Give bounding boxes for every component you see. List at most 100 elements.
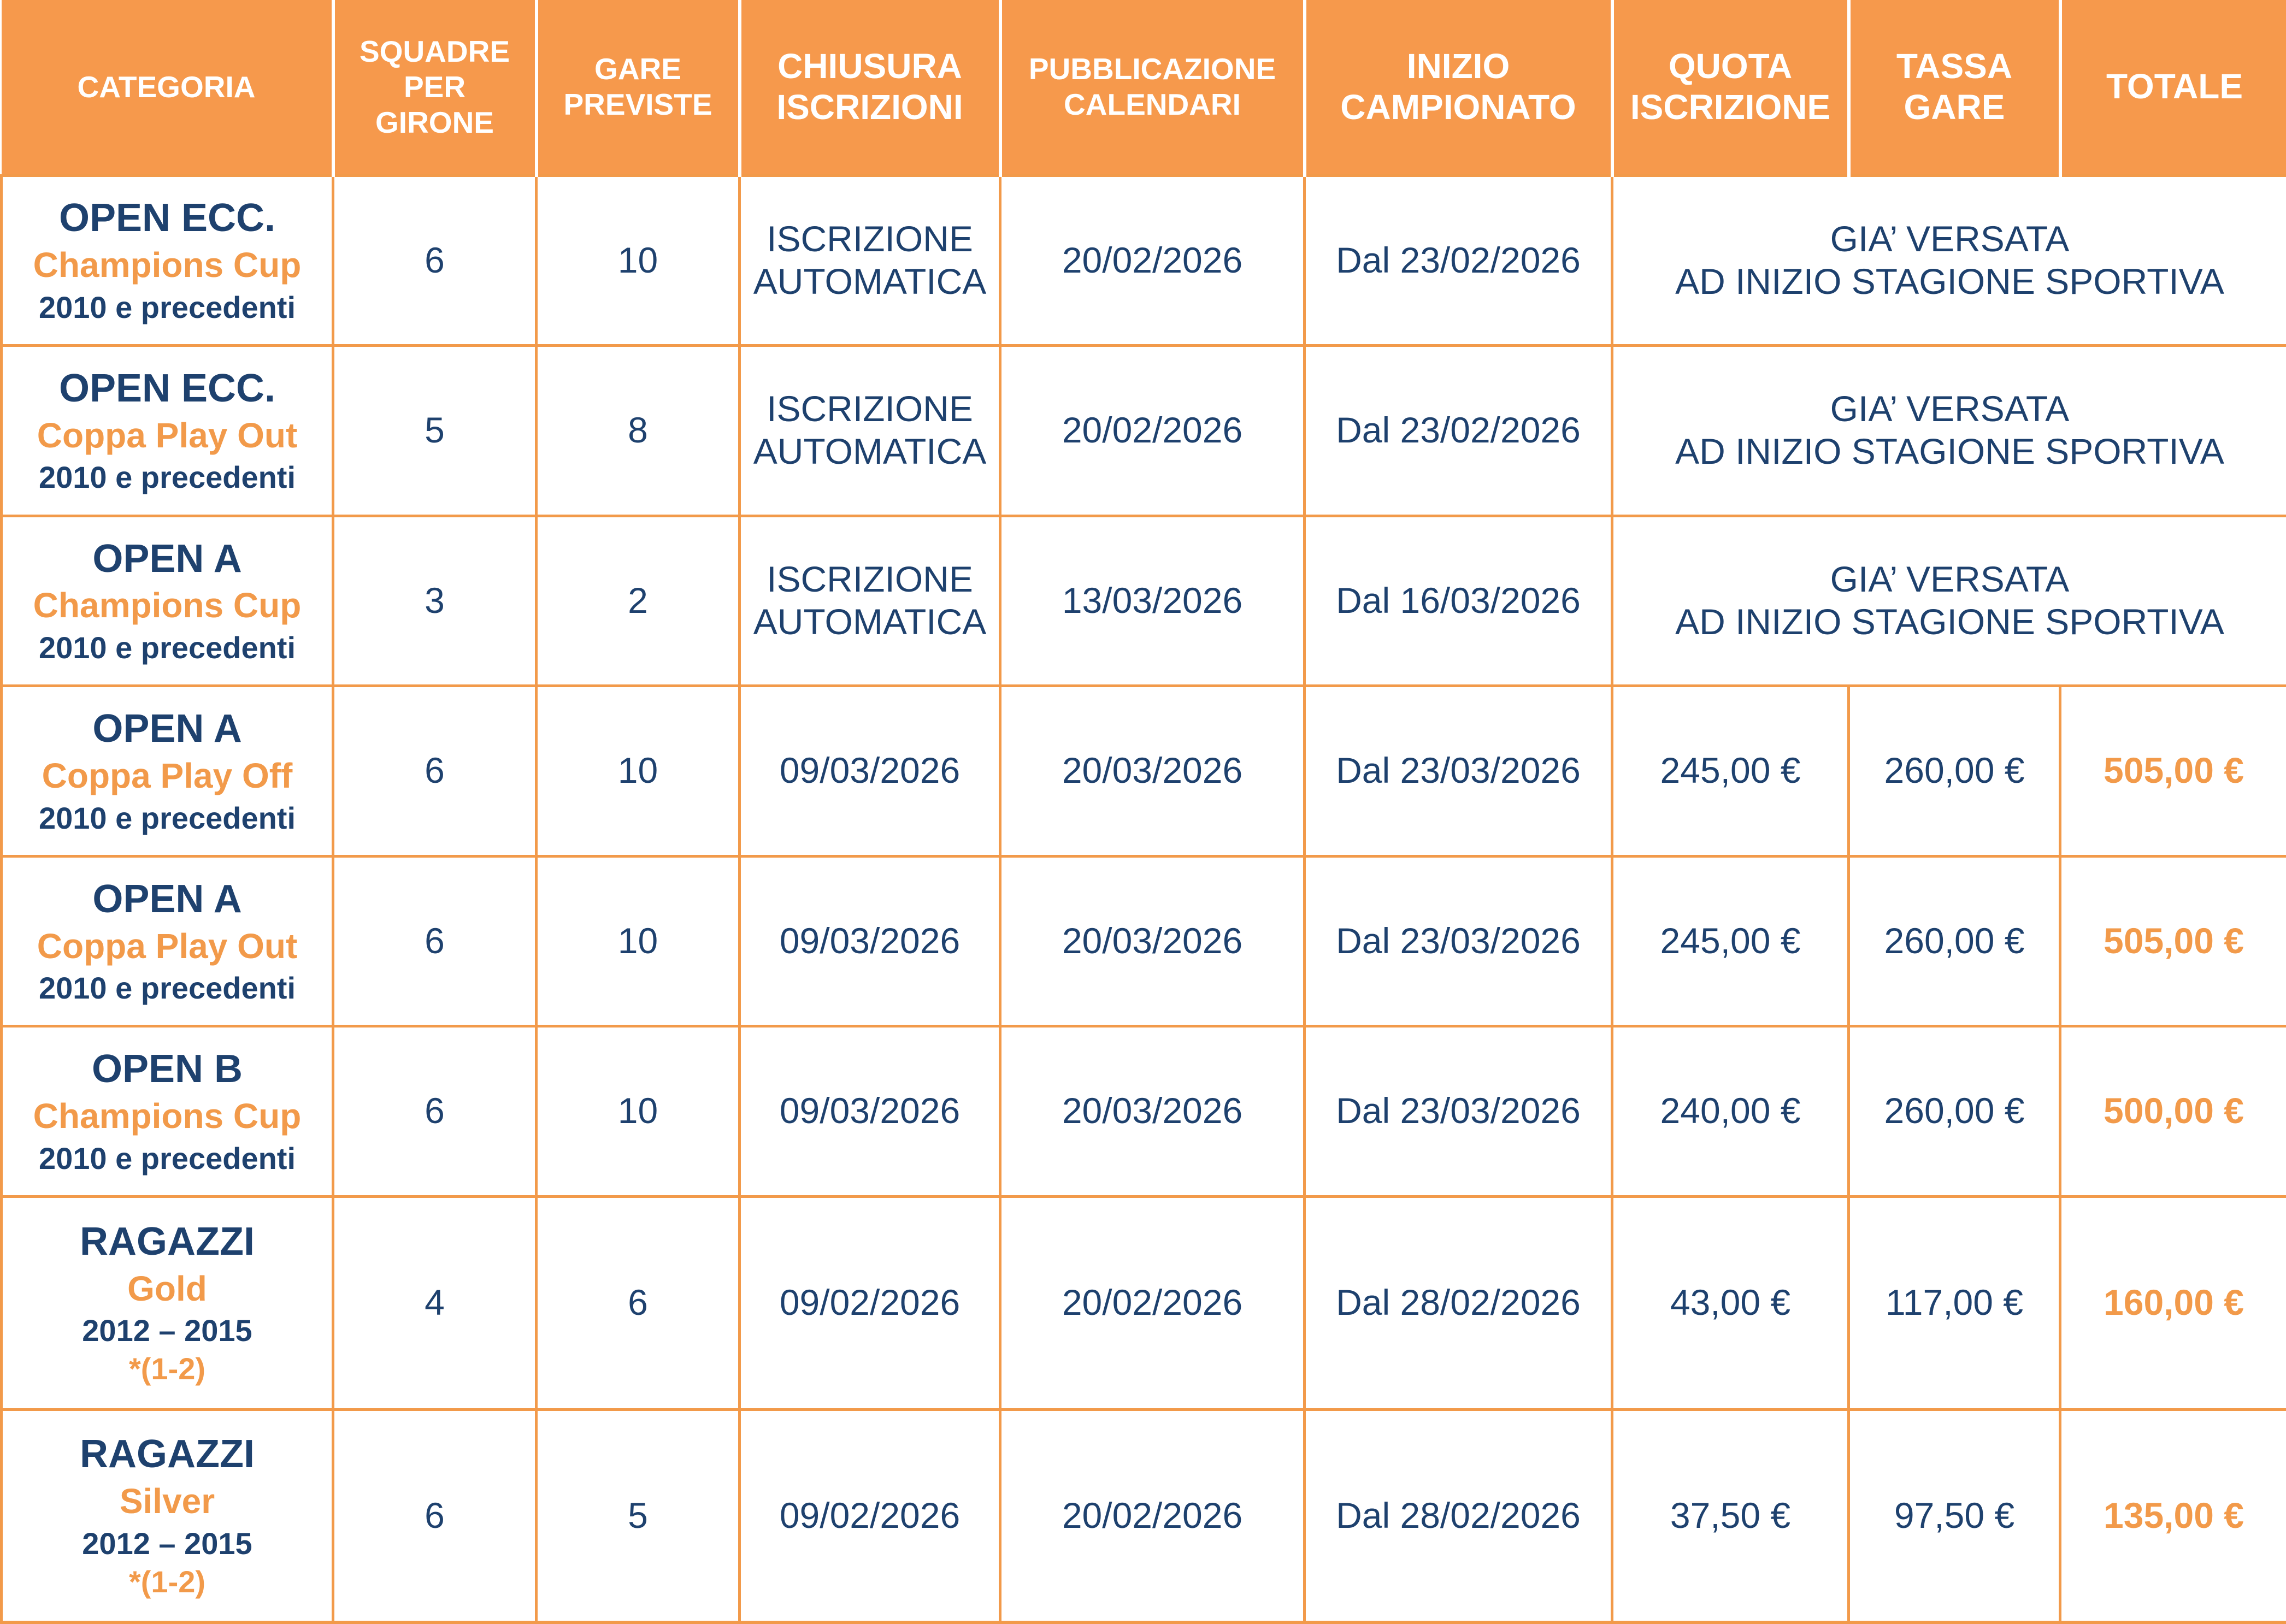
chiusura-cell: 09/03/2026 — [738, 854, 1001, 1028]
tassa-cell: 260,00 € — [1847, 1025, 2061, 1198]
chiusura-cell: 09/03/2026 — [738, 1025, 1001, 1198]
squadre-cell: 6 — [332, 1025, 538, 1198]
pubblicazione-cell: 13/03/2026 — [999, 514, 1306, 688]
header-pubblicazione-calendari: PUBBLICAZIONE CALENDARI — [998, 0, 1306, 175]
table-row: RAGAZZI Silver 2012 – 2015 *(1-2) 6 5 09… — [0, 1408, 2286, 1624]
header-squadre-per-girone: SQUADRE PER GIRONE — [331, 0, 538, 175]
header-row: CATEGORIA SQUADRE PER GIRONE GARE PREVIS… — [1, 0, 2286, 175]
squadre-cell: 5 — [332, 344, 538, 517]
category-level: Gold — [127, 1268, 207, 1308]
totale-cell: 505,00 € — [2059, 854, 2286, 1028]
category-name: OPEN B — [91, 1047, 243, 1091]
category-cup: Coppa Play Out — [37, 415, 298, 455]
squadre-cell: 6 — [332, 854, 538, 1028]
header-inizio-campionato: INIZIO CAMPIONATO — [1303, 0, 1614, 175]
inizio-cell: Dal 23/03/2026 — [1303, 854, 1613, 1028]
table-row: OPEN A Champions Cup 2010 e precedenti 3… — [0, 514, 2286, 688]
category-years: 2012 – 2015 — [82, 1313, 252, 1348]
category-cell: OPEN ECC. Coppa Play Out 2010 e preceden… — [0, 344, 334, 517]
totale-cell: 160,00 € — [2059, 1195, 2286, 1411]
category-footnote: *(1-2) — [128, 1564, 206, 1599]
inizio-cell: Dal 16/03/2026 — [1303, 514, 1613, 688]
category-cell: OPEN A Coppa Play Out 2010 e precedenti — [0, 854, 334, 1028]
table-row: OPEN ECC. Coppa Play Out 2010 e preceden… — [0, 344, 2286, 517]
squadre-cell: 6 — [332, 1408, 538, 1624]
totale-cell: 135,00 € — [2059, 1408, 2286, 1624]
table-row: OPEN A Coppa Play Off 2010 e precedenti … — [0, 684, 2286, 858]
squadre-cell: 3 — [332, 514, 538, 688]
quota-cell: 245,00 € — [1611, 684, 1850, 858]
category-cell: RAGAZZI Silver 2012 – 2015 *(1-2) — [0, 1408, 334, 1624]
gare-cell: 6 — [535, 1195, 741, 1411]
category-name: RAGAZZI — [80, 1432, 255, 1477]
fee-paid-note: GIA’ VERSATA AD INIZIO STAGIONE SPORTIVA — [1611, 514, 2286, 688]
pubblicazione-cell: 20/03/2026 — [999, 684, 1306, 858]
category-cup: Coppa Play Off — [42, 755, 293, 795]
category-name: RAGAZZI — [80, 1219, 255, 1263]
category-cell: OPEN ECC. Champions Cup 2010 e precedent… — [0, 174, 334, 347]
category-name: OPEN ECC. — [58, 196, 276, 240]
category-level: Silver — [119, 1481, 215, 1521]
table-row: OPEN B Champions Cup 2010 e precedenti 6… — [0, 1025, 2286, 1198]
chiusura-cell: 09/02/2026 — [738, 1408, 1001, 1624]
category-years: 2010 e precedenti — [38, 630, 296, 665]
category-years: 2010 e precedenti — [38, 1141, 296, 1176]
category-name: OPEN A — [92, 536, 242, 581]
category-cell: OPEN A Coppa Play Off 2010 e precedenti — [0, 684, 334, 858]
inizio-cell: Dal 23/03/2026 — [1303, 1025, 1613, 1198]
gare-cell: 5 — [535, 1408, 741, 1624]
tassa-cell: 260,00 € — [1847, 854, 2061, 1028]
squadre-cell: 4 — [332, 1195, 538, 1411]
category-name: OPEN ECC. — [58, 367, 276, 410]
inizio-cell: Dal 23/02/2026 — [1303, 344, 1613, 517]
fee-paid-note: GIA’ VERSATA AD INIZIO STAGIONE SPORTIVA — [1611, 344, 2286, 517]
pubblicazione-cell: 20/02/2026 — [999, 1195, 1306, 1411]
category-name: OPEN A — [92, 877, 242, 921]
inizio-cell: Dal 23/03/2026 — [1303, 684, 1613, 858]
quota-cell: 43,00 € — [1611, 1195, 1850, 1411]
pubblicazione-cell: 20/03/2026 — [999, 854, 1306, 1028]
table-row: RAGAZZI Gold 2012 – 2015 *(1-2) 4 6 09/0… — [0, 1195, 2286, 1411]
chiusura-cell: ISCRIZIONE AUTOMATICA — [738, 514, 1001, 688]
header-gare-previste: GARE PREVISTE — [534, 0, 741, 175]
squadre-cell: 6 — [332, 684, 538, 858]
gare-cell: 10 — [535, 854, 741, 1028]
table-row: OPEN ECC. Champions Cup 2010 e precedent… — [0, 174, 2286, 347]
gare-cell: 10 — [535, 1025, 741, 1198]
header-totale: TOTALE — [2058, 0, 2286, 175]
chiusura-cell: 09/03/2026 — [738, 684, 1001, 858]
tassa-cell: 260,00 € — [1847, 684, 2061, 858]
totale-cell: 505,00 € — [2059, 684, 2286, 858]
totale-cell: 500,00 € — [2059, 1025, 2286, 1198]
chiusura-cell: 09/02/2026 — [738, 1195, 1001, 1411]
header-quota-iscrizione: QUOTA ISCRIZIONE — [1610, 0, 1851, 175]
chiusura-cell: ISCRIZIONE AUTOMATICA — [738, 174, 1001, 347]
category-cell: RAGAZZI Gold 2012 – 2015 *(1-2) — [0, 1195, 334, 1411]
category-years: 2012 – 2015 — [82, 1526, 252, 1561]
inizio-cell: Dal 28/02/2026 — [1303, 1195, 1613, 1411]
category-years: 2010 e precedenti — [38, 460, 296, 495]
tassa-cell: 97,50 € — [1847, 1408, 2061, 1624]
category-cup: Champions Cup — [33, 586, 302, 625]
chiusura-cell: ISCRIZIONE AUTOMATICA — [738, 344, 1001, 517]
header-chiusura-iscrizioni: CHIUSURA ISCRIZIONI — [738, 0, 1002, 175]
inizio-cell: Dal 23/02/2026 — [1303, 174, 1613, 347]
gare-cell: 8 — [535, 344, 741, 517]
category-years: 2010 e precedenti — [38, 971, 296, 1006]
tassa-cell: 117,00 € — [1847, 1195, 2061, 1411]
header-tassa-gare: TASSA GARE — [1847, 0, 2062, 175]
category-years: 2010 e precedenti — [38, 800, 296, 835]
category-cup: Champions Cup — [33, 245, 302, 285]
pubblicazione-cell: 20/02/2026 — [999, 1408, 1306, 1624]
quota-cell: 245,00 € — [1611, 854, 1850, 1028]
quota-cell: 240,00 € — [1611, 1025, 1850, 1198]
category-cell: OPEN A Champions Cup 2010 e precedenti — [0, 514, 334, 688]
table-row: OPEN A Coppa Play Out 2010 e precedenti … — [0, 854, 2286, 1028]
category-cell: OPEN B Champions Cup 2010 e precedenti — [0, 1025, 334, 1198]
pubblicazione-cell: 20/02/2026 — [999, 344, 1306, 517]
quota-cell: 37,50 € — [1611, 1408, 1850, 1624]
squadre-cell: 6 — [332, 174, 538, 347]
category-footnote: *(1-2) — [128, 1351, 206, 1386]
fee-paid-note: GIA’ VERSATA AD INIZIO STAGIONE SPORTIVA — [1611, 174, 2286, 347]
